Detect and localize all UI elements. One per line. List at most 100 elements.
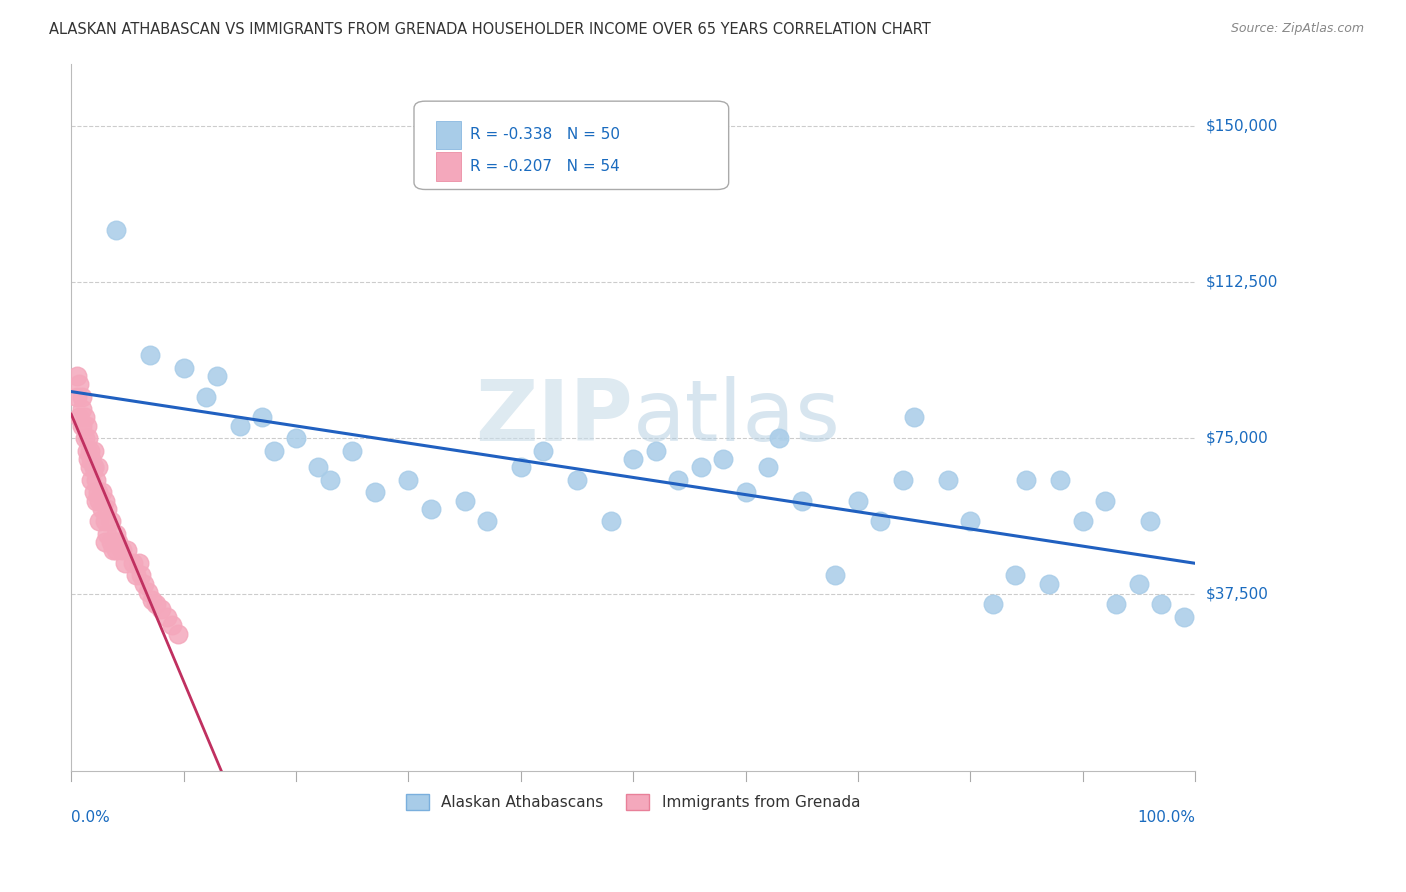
Text: $112,500: $112,500 xyxy=(1206,275,1278,290)
Point xyxy=(77,431,100,445)
Point xyxy=(1105,598,1128,612)
Text: atlas: atlas xyxy=(633,376,841,458)
Point xyxy=(101,543,124,558)
Point xyxy=(981,598,1004,612)
Point xyxy=(565,473,588,487)
Point xyxy=(263,443,285,458)
Point xyxy=(84,473,107,487)
Point xyxy=(67,377,90,392)
Point xyxy=(84,493,107,508)
Point xyxy=(150,601,173,615)
Point xyxy=(129,568,152,582)
Point xyxy=(136,585,159,599)
Point xyxy=(94,493,117,508)
Point xyxy=(509,460,531,475)
Point xyxy=(73,431,96,445)
Point xyxy=(790,493,813,508)
Point xyxy=(1071,514,1094,528)
Point xyxy=(156,610,179,624)
FancyBboxPatch shape xyxy=(413,101,728,189)
Point xyxy=(77,452,100,467)
Point xyxy=(167,626,190,640)
Text: $75,000: $75,000 xyxy=(1206,431,1268,446)
Text: 100.0%: 100.0% xyxy=(1137,810,1195,824)
Point xyxy=(90,485,112,500)
Point xyxy=(80,473,103,487)
Point xyxy=(105,526,128,541)
Point xyxy=(768,431,790,445)
Point xyxy=(66,368,89,383)
Point xyxy=(229,418,252,433)
Point xyxy=(125,568,148,582)
Point xyxy=(903,410,925,425)
Text: $150,000: $150,000 xyxy=(1206,119,1278,134)
Point xyxy=(96,526,118,541)
Point xyxy=(162,618,184,632)
Text: 0.0%: 0.0% xyxy=(72,810,110,824)
Point xyxy=(67,410,90,425)
Point xyxy=(453,493,475,508)
Point xyxy=(711,452,734,467)
Point xyxy=(111,543,134,558)
Point xyxy=(73,410,96,425)
Point xyxy=(1139,514,1161,528)
Text: ALASKAN ATHABASCAN VS IMMIGRANTS FROM GRENADA HOUSEHOLDER INCOME OVER 65 YEARS C: ALASKAN ATHABASCAN VS IMMIGRANTS FROM GR… xyxy=(49,22,931,37)
Point xyxy=(475,514,498,528)
Point xyxy=(105,223,128,237)
Text: R = -0.207   N = 54: R = -0.207 N = 54 xyxy=(470,159,620,174)
Point xyxy=(621,452,644,467)
Point xyxy=(80,452,103,467)
Point xyxy=(1004,568,1026,582)
Point xyxy=(824,568,846,582)
Point xyxy=(689,460,711,475)
Point xyxy=(72,402,94,417)
Point xyxy=(114,556,136,570)
Point xyxy=(100,535,122,549)
Point xyxy=(79,460,101,475)
Text: $37,500: $37,500 xyxy=(1206,587,1270,601)
Point xyxy=(96,501,118,516)
Point xyxy=(308,460,330,475)
Text: ZIP: ZIP xyxy=(475,376,633,458)
Point xyxy=(90,501,112,516)
Point xyxy=(89,493,111,508)
Point xyxy=(195,390,218,404)
Point xyxy=(319,473,342,487)
Point xyxy=(1015,473,1038,487)
Point xyxy=(128,556,150,570)
Point xyxy=(891,473,914,487)
Point xyxy=(531,443,554,458)
Point xyxy=(1094,493,1116,508)
Bar xyxy=(436,153,461,181)
Text: Source: ZipAtlas.com: Source: ZipAtlas.com xyxy=(1230,22,1364,36)
Point xyxy=(173,360,195,375)
Bar xyxy=(436,120,461,149)
Point xyxy=(419,501,441,516)
Point xyxy=(87,485,110,500)
Point xyxy=(145,598,167,612)
Point xyxy=(599,514,621,528)
Text: R = -0.338   N = 50: R = -0.338 N = 50 xyxy=(470,128,620,142)
Point xyxy=(107,535,129,549)
Point xyxy=(1049,473,1071,487)
Point xyxy=(87,460,110,475)
Point xyxy=(734,485,756,500)
Point xyxy=(340,443,363,458)
Point xyxy=(72,390,94,404)
Legend: Alaskan Athabascans, Immigrants from Grenada: Alaskan Athabascans, Immigrants from Gre… xyxy=(401,788,866,816)
Point xyxy=(644,443,666,458)
Point xyxy=(285,431,308,445)
Point xyxy=(396,473,419,487)
Point xyxy=(207,368,229,383)
Point xyxy=(94,535,117,549)
Point xyxy=(83,485,105,500)
Point xyxy=(1150,598,1173,612)
Point xyxy=(1038,576,1060,591)
Point xyxy=(1128,576,1150,591)
Point xyxy=(869,514,891,528)
Point xyxy=(252,410,274,425)
Point xyxy=(141,593,163,607)
Point xyxy=(936,473,959,487)
Point xyxy=(846,493,869,508)
Point xyxy=(89,514,111,528)
